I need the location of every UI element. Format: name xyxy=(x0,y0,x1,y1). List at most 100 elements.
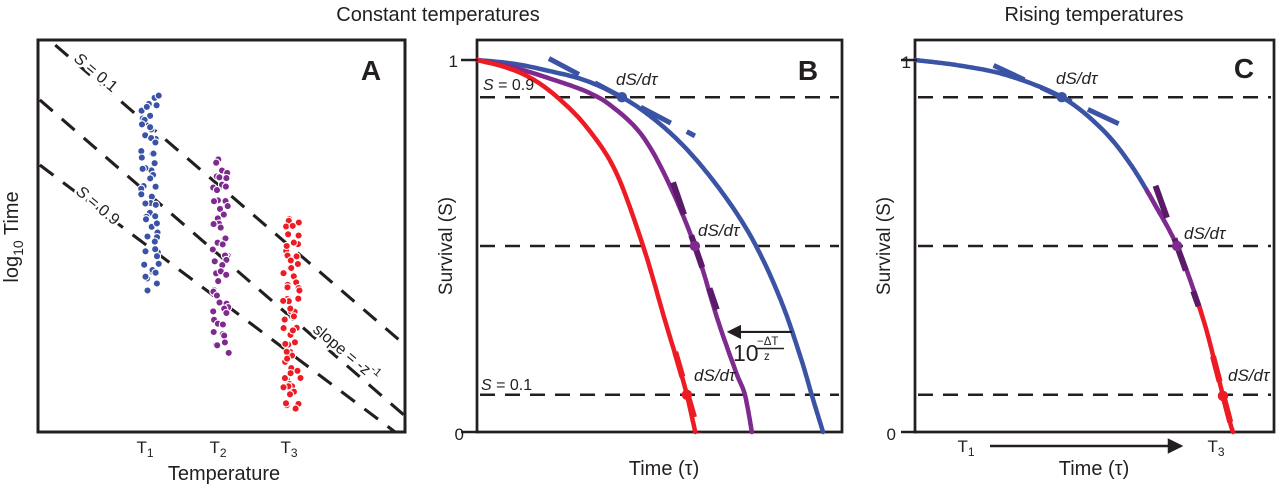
scatter-point-T3 xyxy=(279,269,288,278)
b-dsdtau-label-blue: dS/dτ xyxy=(616,70,659,89)
c-xstart-t1: T1 xyxy=(957,437,974,459)
t2-main: T xyxy=(209,438,219,457)
panel-letter-b: B xyxy=(798,55,818,86)
rising-temp-curve-segment-blue xyxy=(912,57,1169,227)
scatter-point-T2 xyxy=(209,307,218,316)
t3-main: T xyxy=(280,438,290,457)
scatter-point-T1 xyxy=(152,252,162,261)
scatter-point-T3 xyxy=(282,347,291,356)
scatter-point-T2 xyxy=(216,223,225,232)
ylabel-time: Time xyxy=(1,191,23,240)
c-dsdtau-label-purple: dS/dτ xyxy=(1184,224,1227,243)
scatter-point-T2 xyxy=(208,245,217,254)
scatter-point-T1 xyxy=(140,260,149,269)
scatter-point-T3 xyxy=(288,221,297,231)
panel-b-xlabel: Time (τ) xyxy=(629,458,699,480)
c-ytick-0: 0 xyxy=(887,425,896,444)
scatter-point-T1 xyxy=(138,164,147,173)
survival-curve-blue xyxy=(474,57,826,435)
scatter-point-T3 xyxy=(290,338,300,347)
scatter-point-T1 xyxy=(154,259,163,268)
c-derivative-dot-red xyxy=(1217,390,1229,402)
c-t1-sub: 1 xyxy=(968,445,975,459)
scatter-point-T2 xyxy=(218,320,228,329)
c-t3-main: T xyxy=(1207,437,1217,456)
scatter-point-T3 xyxy=(282,241,291,251)
panel-c-plot-area xyxy=(912,57,1271,435)
iso-s09-rest: = 0.9 xyxy=(81,190,123,229)
scatter-point-T3 xyxy=(294,218,303,227)
xtick-t1: T1 xyxy=(136,438,153,460)
panel-b: 1 0 S = 0.9 S = 0.1 dS/dτ dS/dτ dS/dτ 10… xyxy=(436,38,844,480)
scatter-point-T1 xyxy=(152,101,161,110)
title-rising-temperatures: Rising temperatures xyxy=(1005,4,1184,26)
scatter-point-T1 xyxy=(151,182,160,191)
scatter-point-T3 xyxy=(282,354,292,363)
c-xend-t3: T3 xyxy=(1207,437,1224,459)
scatter-point-T3 xyxy=(280,315,289,324)
c-tangent-red xyxy=(1210,355,1237,434)
t1-main: T xyxy=(136,438,146,457)
scatter-point-T3 xyxy=(289,312,299,321)
scatter-point-T1 xyxy=(145,123,155,132)
ylabel-log: log xyxy=(1,256,23,283)
scatter-point-T3 xyxy=(279,296,288,306)
scatter-point-T2 xyxy=(212,185,222,195)
c-t3-sub: 3 xyxy=(1218,445,1225,459)
scatter-point-T3 xyxy=(279,323,288,333)
scatter-point-T1 xyxy=(151,245,160,254)
c-t1-main: T xyxy=(957,437,967,456)
survival-curve-purple xyxy=(474,57,755,435)
panel-a-ylabel: log10 Time xyxy=(1,191,26,282)
scatter-point-T2 xyxy=(210,257,219,266)
scatter-point-T3 xyxy=(281,339,290,349)
scatter-point-T3 xyxy=(281,399,291,408)
scatter-point-T1 xyxy=(145,111,155,120)
b-derivative-dot-red xyxy=(681,389,693,400)
scatter-point-T1 xyxy=(154,91,163,100)
scatter-point-T3 xyxy=(294,231,303,240)
b-threshold-label-s01: S = 0.1 xyxy=(481,377,532,394)
scatter-point-T2 xyxy=(220,338,230,347)
scatter-point-T2 xyxy=(219,210,228,219)
scatter-point-T3 xyxy=(279,383,288,392)
panel-b-ylabel: Survival (S) xyxy=(436,197,457,295)
c-dsdtau-label-red: dS/dτ xyxy=(1228,366,1271,385)
title-constant-temperatures: Constant temperatures xyxy=(336,4,539,26)
b-ytick-1: 1 xyxy=(449,52,458,71)
scatter-point-T2 xyxy=(215,298,224,307)
panel-a-border xyxy=(36,38,407,434)
slope-main: slope = -z xyxy=(309,321,373,379)
scatter-point-T1 xyxy=(141,199,150,208)
scatter-point-T1 xyxy=(141,215,151,224)
scatter-point-T1 xyxy=(142,102,151,112)
iso-line-label-s09: S = 0.9 xyxy=(72,183,122,229)
scatter-point-T3 xyxy=(286,369,295,378)
panel-b-plot-area xyxy=(474,56,839,435)
c-ytick-1: 1 xyxy=(902,53,911,72)
scatter-point-T3 xyxy=(286,256,295,265)
scatter-point-T1 xyxy=(151,212,160,221)
rising-temp-curve-segment-red xyxy=(1196,303,1236,435)
scatter-point-T2 xyxy=(212,158,221,167)
scatter-point-T3 xyxy=(289,238,298,247)
panel-letter-a: A xyxy=(361,55,381,86)
scatter-point-T3 xyxy=(296,373,305,383)
panel-c: 1 0 dS/dτ dS/dτ dS/dτ C Survival (S) Tim… xyxy=(874,38,1276,480)
b-dsdtau-label-purple: dS/dτ xyxy=(698,221,741,240)
b-derivative-dot-purple xyxy=(689,240,701,252)
scatter-point-T2 xyxy=(223,201,232,211)
iso-survival-line-3 xyxy=(38,163,397,434)
scatter-point-T1 xyxy=(150,159,159,168)
scatter-point-T3 xyxy=(286,304,295,313)
panel-b-border xyxy=(475,38,844,434)
scatter-point-T1 xyxy=(149,149,158,158)
c-dsdtau-label-blue: dS/dτ xyxy=(1056,69,1099,88)
scatter-point-T2 xyxy=(214,276,223,286)
scatter-point-T2 xyxy=(209,327,218,337)
b-derivative-dot-blue xyxy=(616,92,628,103)
iso-survival-line-1 xyxy=(54,43,407,347)
scatter-point-T2 xyxy=(224,348,233,358)
iso-s01-rest: = 0.1 xyxy=(79,57,121,96)
